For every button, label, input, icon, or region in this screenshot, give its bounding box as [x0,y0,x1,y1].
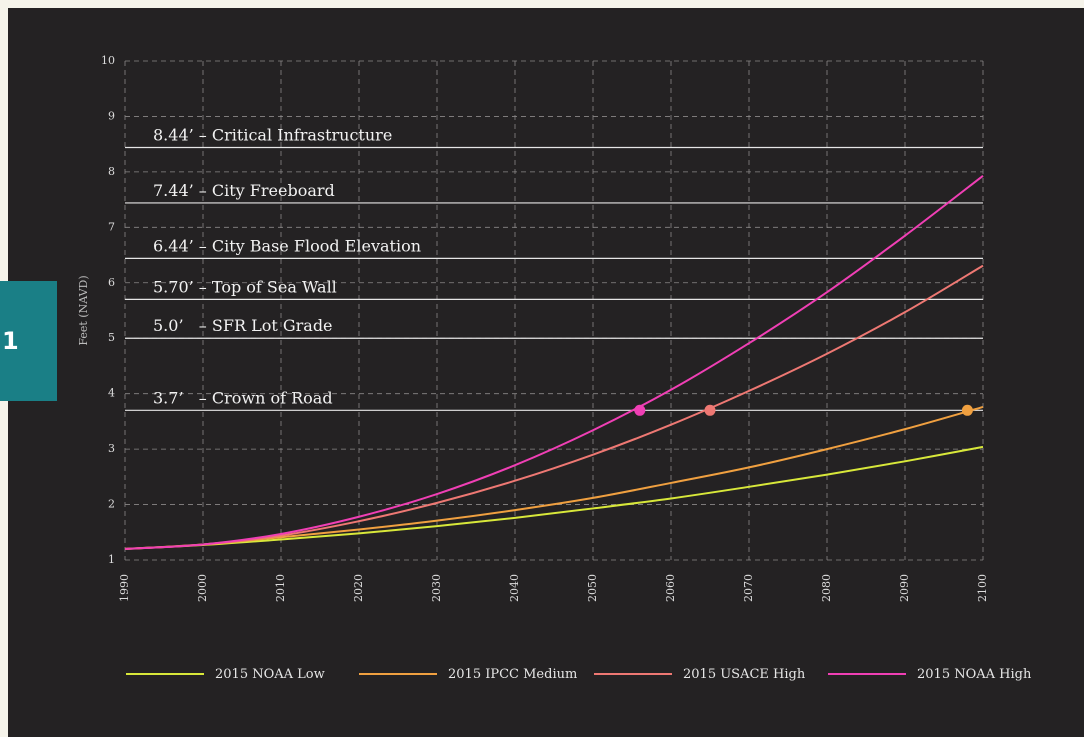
series-line-2015-usace-high [124,264,984,550]
x-tick-label: 2020 [352,574,365,602]
y-tick-label: 7 [108,220,115,233]
x-tick-label: 2040 [508,574,521,602]
x-tick-label: 2060 [664,574,677,602]
x-tick-label: 2070 [742,574,755,602]
crossing-marker [961,404,973,416]
threshold-lines: 8.44’ – Critical Infrastructure 7.44’ – C… [125,125,983,411]
crossing-markers [634,404,973,416]
crossing-marker [634,404,646,416]
legend-label: 2015 NOAA High [917,667,1032,682]
threshold-label: 7.44’ – City Freeboard [153,181,335,200]
x-tick-label: 2090 [898,574,911,602]
x-tick-label: 2000 [196,574,209,602]
x-tick-label: 1990 [118,574,131,602]
legend-label: 2015 NOAA Low [215,667,325,682]
axes: 1990 2000 2010 2020 2030 2040 2050 2060 2070 2080… [77,54,989,602]
y-tick-label: 9 [108,109,115,122]
y-tick-label: 3 [108,442,115,455]
threshold-label: 5.0’ – SFR Lot Grade [153,316,333,335]
x-tick-label: 2080 [820,574,833,602]
threshold-label: 3.7’ – Crown of Road [153,388,333,407]
threshold-label: 6.44’ – City Base Flood Elevation [153,236,421,255]
crossing-marker [704,404,716,416]
section-badge: 1 [0,281,57,401]
y-tick-label: 4 [108,387,115,400]
y-tick-label: 2 [108,498,115,511]
y-tick-label: 5 [108,331,115,344]
chart-panel [8,8,1084,737]
threshold-label: 5.70’ – Top of Sea Wall [153,277,337,296]
threshold-label: 8.44’ – Critical Infrastructure [153,125,392,144]
y-tick-label: 6 [108,276,115,289]
y-tick-label: 10 [101,54,115,67]
y-tick-label: 8 [108,165,115,178]
legend: 2015 NOAA Low 2015 IPCC Medium 2015 USACE … [126,667,1032,682]
y-axis-label: Feet (NAVD) [77,275,90,345]
legend-label: 2015 IPCC Medium [448,667,577,682]
x-tick-label: 2010 [274,574,287,602]
x-tick-label: 2100 [976,574,989,602]
legend-label: 2015 USACE High [683,667,806,682]
series-line-2015-noaa-low [124,445,984,550]
series-line-2015-noaa-high [124,174,984,550]
series-lines [124,174,984,550]
series-line-2015-ipcc-medium [124,406,984,550]
x-tick-label: 2030 [430,574,443,602]
x-tick-label: 2050 [586,574,599,602]
y-tick-label: 1 [108,553,115,566]
